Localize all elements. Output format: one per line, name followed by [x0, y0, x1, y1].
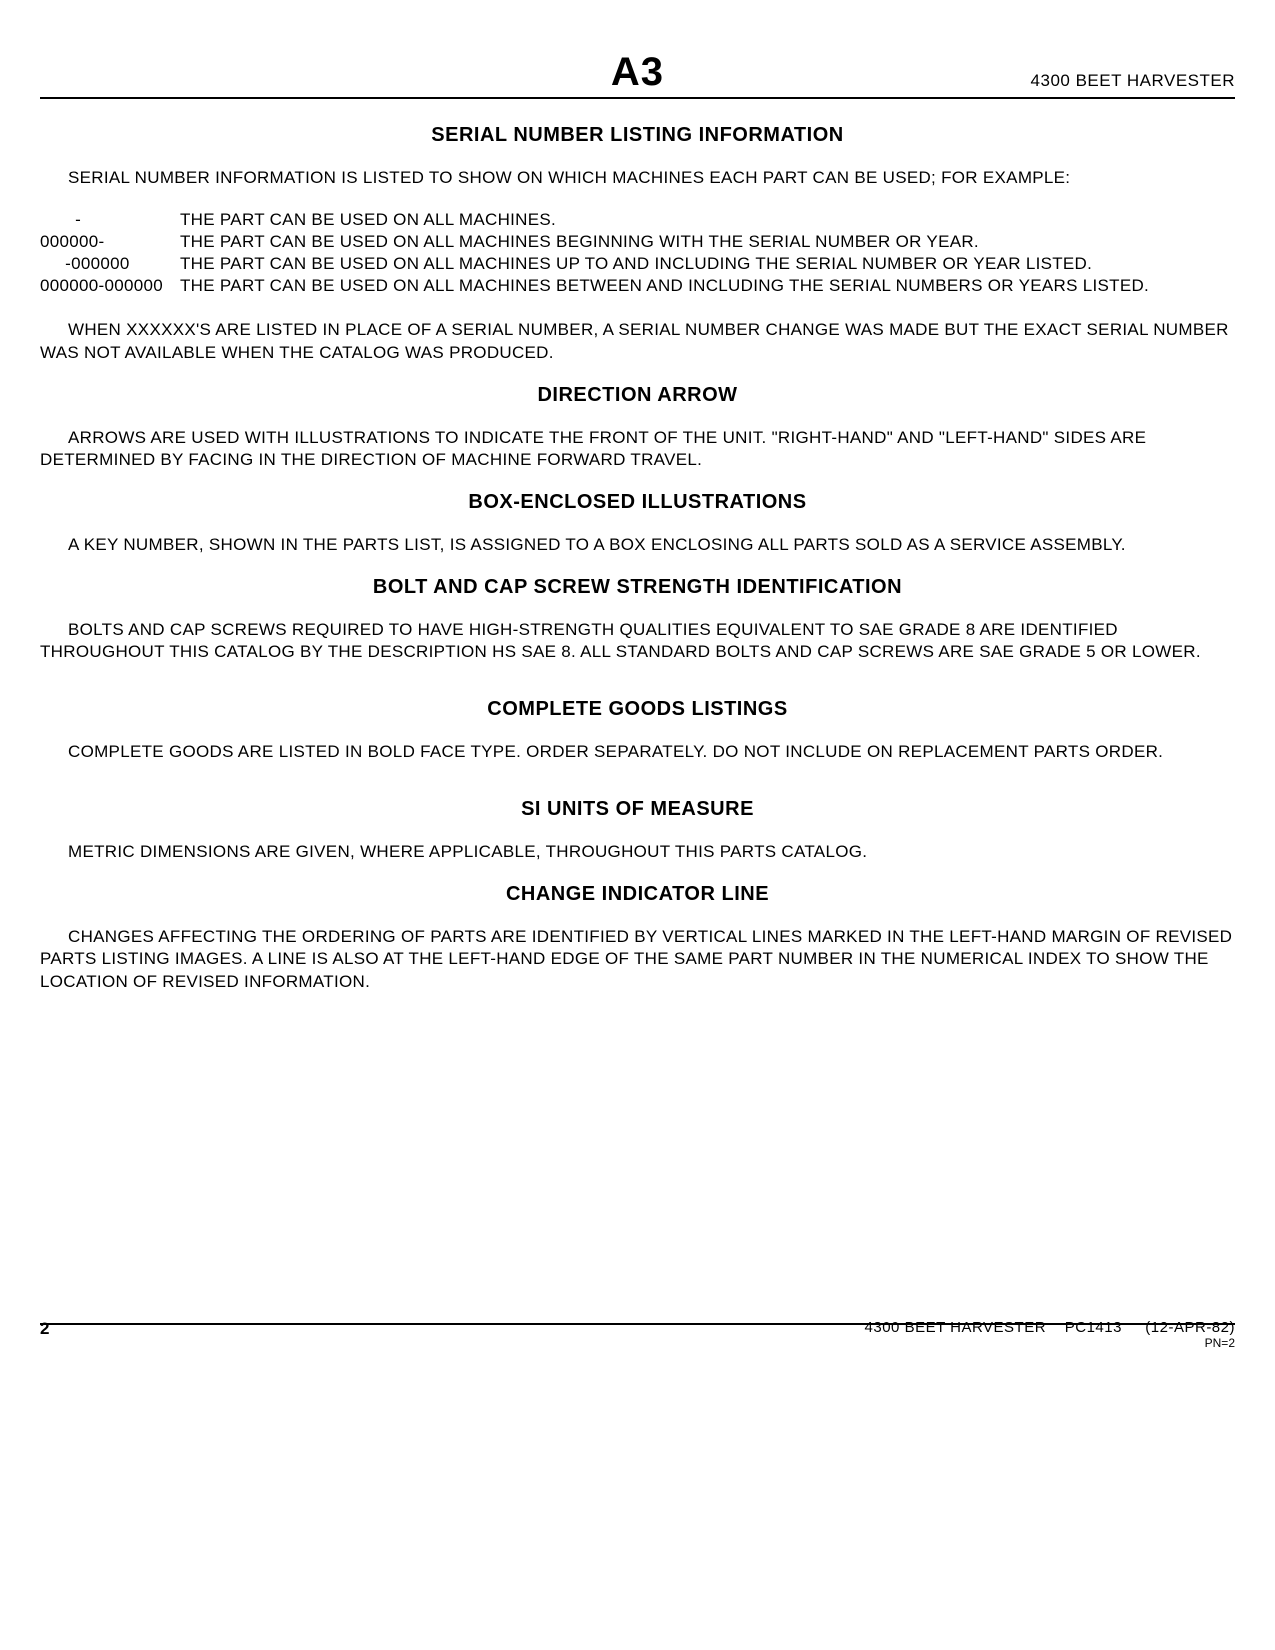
footer-right: 4300 BEET HARVESTER PC1413 (12-APR-82) P… — [865, 1319, 1235, 1350]
definition-key: - — [40, 209, 180, 231]
footer: 2 4300 BEET HARVESTER PC1413 (12-APR-82)… — [40, 1319, 1235, 1350]
section-heading: DIRECTION ARROW — [40, 384, 1235, 407]
definition-row: -THE PART CAN BE USED ON ALL MACHINES. — [40, 209, 1235, 231]
definition-block: -THE PART CAN BE USED ON ALL MACHINES.00… — [40, 209, 1235, 297]
definition-value: THE PART CAN BE USED ON ALL MACHINES BEG… — [180, 231, 1235, 253]
definition-key: 000000- — [40, 231, 180, 253]
content: SERIAL NUMBER LISTING INFORMATION SERIAL … — [40, 124, 1235, 993]
section-heading: COMPLETE GOODS LISTINGS — [40, 698, 1235, 721]
section-body: A KEY NUMBER, SHOWN IN THE PARTS LIST, I… — [40, 534, 1235, 556]
section-intro: SERIAL NUMBER INFORMATION IS LISTED TO S… — [40, 167, 1235, 189]
header-product: 4300 BEET HARVESTER — [1031, 71, 1235, 91]
definition-key: 000000-000000 — [40, 275, 180, 297]
definition-row: -000000THE PART CAN BE USED ON ALL MACHI… — [40, 253, 1235, 275]
footer-pn: PN=2 — [865, 1336, 1235, 1350]
section-body: ARROWS ARE USED WITH ILLUSTRATIONS TO IN… — [40, 427, 1235, 471]
page-header: A3 4300 BEET HARVESTER — [40, 50, 1235, 99]
definition-value: THE PART CAN BE USED ON ALL MACHINES. — [180, 209, 1235, 231]
section-body: BOLTS AND CAP SCREWS REQUIRED TO HAVE HI… — [40, 619, 1235, 663]
footer-page-number: 2 — [40, 1319, 49, 1339]
section-heading: SERIAL NUMBER LISTING INFORMATION — [40, 124, 1235, 147]
definition-value: THE PART CAN BE USED ON ALL MACHINES BET… — [180, 275, 1235, 297]
section-body: COMPLETE GOODS ARE LISTED IN BOLD FACE T… — [40, 741, 1235, 763]
definition-row: 000000-000000THE PART CAN BE USED ON ALL… — [40, 275, 1235, 297]
section-heading: SI UNITS OF MEASURE — [40, 798, 1235, 821]
footer-product: 4300 BEET HARVESTER — [865, 1319, 1047, 1336]
footer-date: (12-APR-82) — [1145, 1319, 1235, 1336]
footer-catalog: PC1413 — [1065, 1319, 1122, 1336]
definition-key: -000000 — [40, 253, 180, 275]
section-heading: CHANGE INDICATOR LINE — [40, 883, 1235, 906]
section-body: CHANGES AFFECTING THE ORDERING OF PARTS … — [40, 926, 1235, 992]
section-trailer: WHEN XXXXXX'S ARE LISTED IN PLACE OF A S… — [40, 319, 1235, 363]
section-heading: BOLT AND CAP SCREW STRENGTH IDENTIFICATI… — [40, 576, 1235, 599]
definition-row: 000000-THE PART CAN BE USED ON ALL MACHI… — [40, 231, 1235, 253]
definition-value: THE PART CAN BE USED ON ALL MACHINES UP … — [180, 253, 1235, 275]
section-body: METRIC DIMENSIONS ARE GIVEN, WHERE APPLI… — [40, 841, 1235, 863]
section-heading: BOX-ENCLOSED ILLUSTRATIONS — [40, 491, 1235, 514]
